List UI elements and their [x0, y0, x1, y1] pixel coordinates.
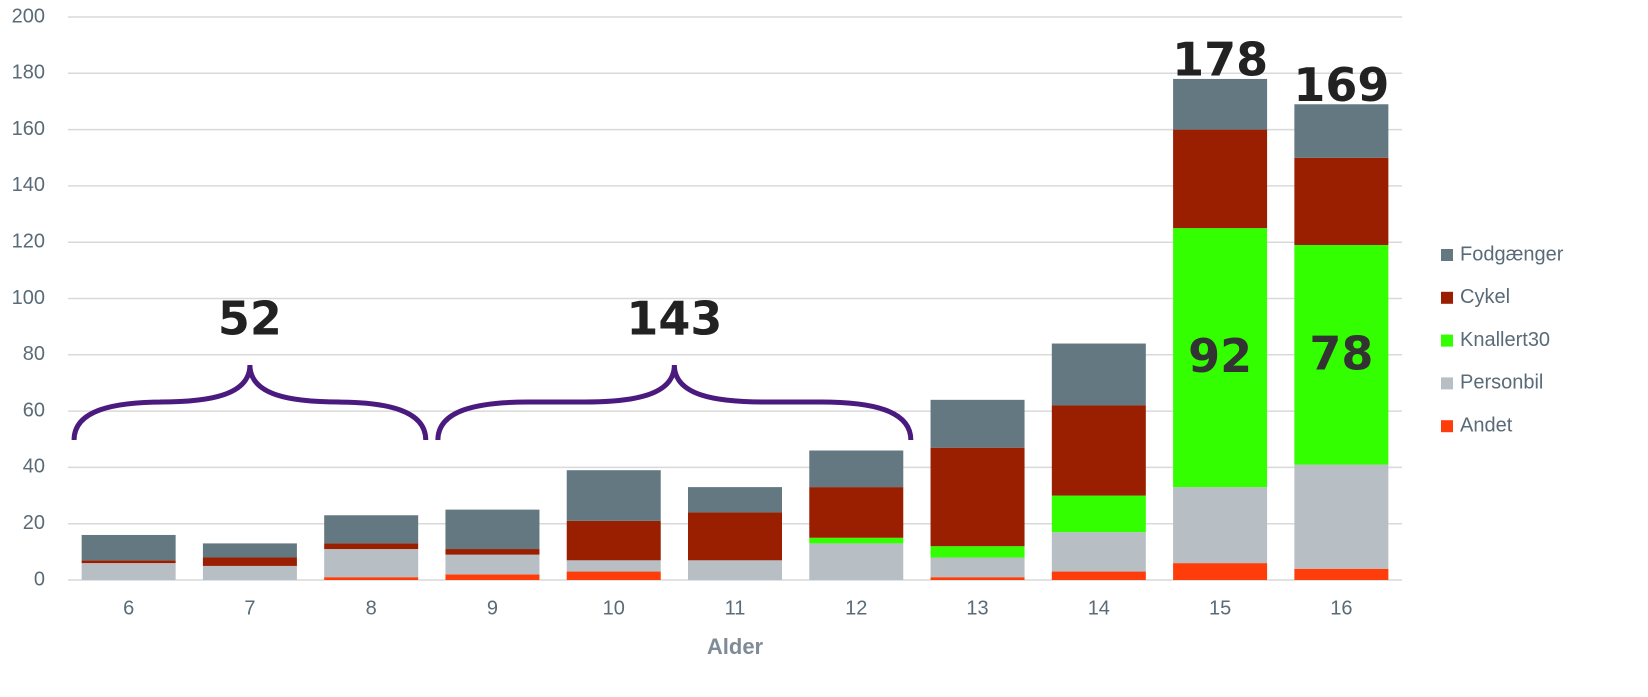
legend-swatch — [1441, 334, 1453, 347]
x-axis-title: Alder — [707, 634, 764, 659]
x-tick-label: 11 — [725, 597, 746, 619]
legend-label: Andet — [1460, 414, 1513, 436]
x-tick-label: 9 — [487, 597, 498, 619]
bar-segment — [566, 571, 661, 580]
x-tick-label: 12 — [845, 597, 867, 619]
bar-segment — [1173, 78, 1268, 130]
data-label: 92 — [1188, 329, 1252, 383]
x-tick-label: 16 — [1330, 597, 1352, 619]
data-label: 78 — [1309, 326, 1373, 380]
bar-segment — [809, 450, 904, 488]
bar-segment — [445, 554, 540, 575]
bar-segment — [1051, 532, 1146, 572]
bar-segment — [324, 515, 419, 544]
x-tick-label: 10 — [603, 597, 625, 619]
bar-segment — [202, 565, 297, 580]
y-tick-label: 120 — [12, 230, 45, 252]
legend-swatch — [1441, 291, 1453, 304]
bar-segment — [1051, 343, 1146, 406]
y-tick-label: 40 — [23, 456, 45, 478]
bar-segment — [566, 470, 661, 521]
brace — [71, 364, 429, 441]
y-tick-label: 140 — [12, 174, 45, 196]
bar-segment — [1173, 563, 1268, 580]
bar-segment — [1294, 157, 1389, 246]
bar-segment — [930, 577, 1025, 580]
y-tick-label: 100 — [12, 287, 45, 309]
bar-segment — [930, 557, 1025, 578]
x-tick-label: 8 — [366, 597, 377, 619]
y-tick-label: 200 — [12, 5, 45, 27]
legend-swatch — [1441, 420, 1453, 433]
y-tick-label: 180 — [12, 62, 45, 84]
bar-segment — [81, 534, 176, 561]
bar-segment — [445, 574, 540, 580]
bar-segment — [1173, 487, 1268, 564]
legend-label: Cykel — [1460, 286, 1510, 308]
bar-segment — [566, 520, 661, 561]
bar-segment — [81, 563, 176, 580]
bar-segment — [1294, 464, 1389, 569]
bar-segment — [445, 549, 540, 555]
bar-segment — [445, 509, 540, 550]
bar-segment — [688, 560, 782, 580]
bar-segment — [202, 557, 297, 566]
legend-label: Personbil — [1460, 372, 1543, 394]
bar-segment — [202, 543, 297, 558]
y-tick-label: 0 — [34, 568, 45, 590]
bar-segment — [1294, 104, 1389, 158]
bar-segment — [1294, 245, 1389, 465]
bar-segment — [930, 399, 1025, 448]
total-label: 169 — [1293, 58, 1389, 112]
bar-segment — [930, 546, 1025, 558]
x-tick-label: 15 — [1209, 597, 1231, 619]
bar-segment — [81, 560, 176, 564]
bar-segment — [324, 549, 419, 578]
bar-segment — [1294, 568, 1389, 580]
x-tick-label: 13 — [966, 597, 988, 619]
legend-swatch — [1441, 249, 1453, 261]
x-tick-label: 14 — [1088, 597, 1110, 619]
total-label: 178 — [1172, 32, 1268, 86]
x-tick-label: 6 — [123, 597, 134, 619]
bar-segment — [809, 487, 904, 538]
y-tick-label: 20 — [23, 512, 45, 534]
bar-segment — [324, 577, 419, 580]
brace — [435, 364, 914, 441]
y-tick-label: 160 — [12, 118, 45, 140]
brace-label: 143 — [626, 292, 722, 346]
legend-label: Fodgænger — [1460, 243, 1564, 265]
y-tick-label: 60 — [23, 399, 45, 421]
bar-segment — [1051, 495, 1146, 533]
bar-segment — [809, 543, 904, 580]
bar-segment — [809, 537, 904, 544]
bar-segment — [1173, 228, 1268, 488]
bar-segment — [688, 512, 782, 561]
legend-label: Knallert30 — [1460, 329, 1550, 351]
legend-swatch — [1441, 377, 1453, 390]
y-tick-label: 80 — [23, 343, 45, 365]
bar-segment — [688, 487, 782, 513]
bar-segment — [1051, 571, 1146, 580]
brace-label: 52 — [218, 292, 282, 346]
bar-segment — [566, 560, 661, 572]
x-tick-label: 7 — [244, 597, 255, 619]
bar-segment — [324, 543, 419, 550]
bar-segment — [1173, 129, 1268, 229]
bar-segment — [1051, 405, 1146, 496]
bar-segment — [930, 447, 1025, 547]
